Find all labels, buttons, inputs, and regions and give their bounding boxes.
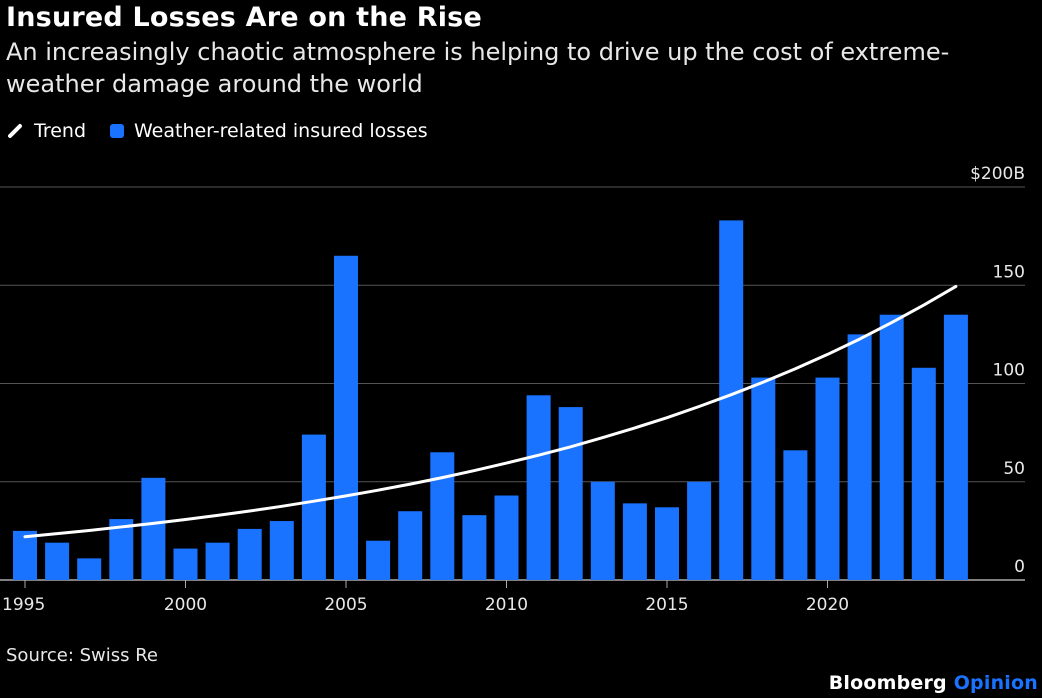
y-tick-label: 150 xyxy=(993,262,1025,282)
bar-swatch-icon xyxy=(110,124,124,138)
trend-swatch-icon xyxy=(7,123,23,139)
legend-label-trend: Trend xyxy=(34,120,86,142)
bar xyxy=(879,314,904,580)
bar xyxy=(237,528,262,580)
brand-logo: Bloomberg Opinion xyxy=(829,672,1038,694)
bar xyxy=(719,220,744,580)
bar xyxy=(943,314,968,580)
y-tick-label: 0 xyxy=(1014,557,1025,577)
x-tick-label: 2015 xyxy=(645,595,688,615)
bar xyxy=(526,395,551,580)
chart-subtitle: An increasingly chaotic atmosphere is he… xyxy=(6,38,950,98)
bar xyxy=(366,540,391,580)
bar xyxy=(430,452,455,580)
bar xyxy=(398,511,423,580)
source-note: Source: Swiss Re xyxy=(6,645,159,666)
legend-item-losses: Weather-related insured losses xyxy=(110,120,428,142)
bar xyxy=(334,255,358,580)
bar xyxy=(462,515,487,580)
bar-chart: 0 50 100 150 $200B 1995 2000 2005 2010 2015 2020 xyxy=(0,164,1025,615)
bar xyxy=(815,377,840,580)
bar xyxy=(141,477,166,580)
bar xyxy=(13,530,37,580)
y-tick-label: 50 xyxy=(1003,459,1025,479)
bar xyxy=(655,507,679,580)
bar xyxy=(269,521,294,580)
x-tick-label: 2020 xyxy=(806,595,849,615)
y-tick-label: $200B xyxy=(970,164,1025,184)
x-tick-label: 2000 xyxy=(164,595,207,615)
bar xyxy=(45,542,70,580)
bar xyxy=(77,558,102,580)
x-tick-label: 2005 xyxy=(324,595,367,615)
legend: Trend Weather-related insured losses xyxy=(6,118,452,144)
legend-label-losses: Weather-related insured losses xyxy=(134,120,428,142)
brand-main: Bloomberg xyxy=(828,672,947,694)
bar xyxy=(783,450,808,580)
bar xyxy=(590,481,615,580)
x-tick-label: 2010 xyxy=(485,595,528,615)
bar xyxy=(205,542,230,580)
bar xyxy=(687,481,712,580)
bar xyxy=(494,495,519,580)
bar xyxy=(751,377,776,580)
chart-title: Insured Losses Are on the Rise xyxy=(6,2,482,33)
bar xyxy=(558,407,583,580)
bar xyxy=(847,334,872,580)
bar xyxy=(622,503,647,580)
bar xyxy=(173,548,198,580)
x-tick-label: 1995 xyxy=(2,595,45,615)
bar xyxy=(911,367,936,580)
bar xyxy=(301,434,326,580)
legend-item-trend: Trend xyxy=(6,120,86,142)
brand-sub: Opinion xyxy=(953,672,1038,694)
trend-line xyxy=(23,284,958,539)
y-tick-label: 100 xyxy=(993,361,1025,381)
